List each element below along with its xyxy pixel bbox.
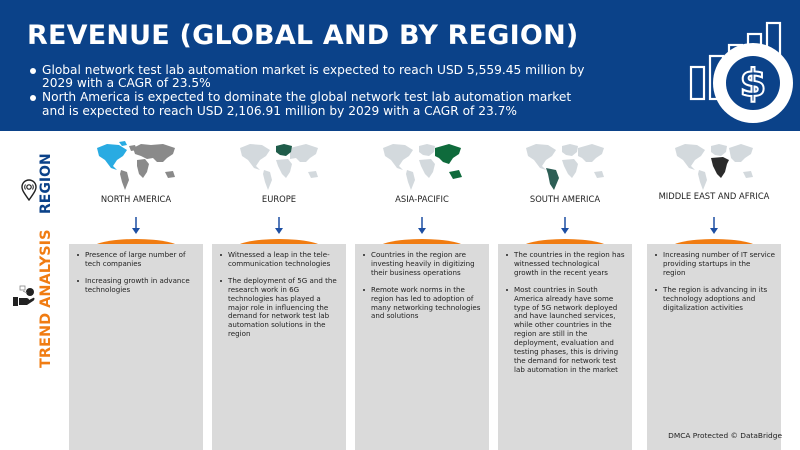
world-map-south-america-icon — [526, 144, 604, 190]
arrow-down-icon — [561, 217, 569, 234]
trend-item: Increasing growth in advance technologie… — [75, 276, 197, 295]
north-america-revenue-bullet: North America is expected to dominate th… — [30, 91, 590, 117]
arrow-down-icon — [132, 217, 140, 234]
trend-card: Countries in the region are investing he… — [355, 244, 489, 450]
trend-item: The region is advancing in its technolog… — [653, 285, 775, 313]
arrow-down-icon — [418, 217, 426, 234]
trend-item: The deployment of 5G and the research wo… — [218, 276, 340, 339]
trend-item: Presence of large number of tech compani… — [75, 250, 197, 269]
region-section-label: REGION — [38, 153, 54, 214]
page-title: REVENUE (GLOBAL AND BY REGION) — [27, 20, 579, 51]
trend-item: Increasing number of IT service providin… — [653, 250, 775, 278]
trend-item: Witnessed a leap in the tele-communicati… — [218, 250, 340, 269]
copyright-note: DMCA Protected © DataBridge — [668, 431, 782, 440]
trend-analysis-section-label: TREND ANALYSIS — [38, 229, 54, 368]
svg-text:$: $ — [740, 61, 766, 105]
region-name: EUROPE — [261, 194, 297, 204]
trend-item: Countries in the region are investing he… — [361, 250, 483, 278]
header-banner: REVENUE (GLOBAL AND BY REGION) Global ne… — [0, 0, 800, 131]
region-name: SOUTH AMERICA — [529, 194, 601, 204]
trend-card: Presence of large number of tech compani… — [69, 244, 203, 450]
region-name: ASIA-PACIFIC — [395, 194, 449, 204]
trend-card: Witnessed a leap in the tele-communicati… — [212, 244, 346, 450]
revenue-chart-dollar-icon: $ — [689, 21, 793, 123]
hand-coin-icon — [13, 285, 35, 306]
region-name: MIDDLE EAST AND AFRICA — [658, 191, 770, 201]
trend-item: Most countries in South America already … — [504, 285, 626, 375]
trend-item: The countries in the region has witnesse… — [504, 250, 626, 278]
world-map-north-america-icon — [97, 141, 175, 190]
world-map-asia-pacific-icon — [383, 144, 462, 190]
trend-item: Remote work norms in the region has led … — [361, 285, 483, 322]
world-map-middle-east-africa-icon — [675, 144, 753, 190]
trend-card: The countries in the region has witnesse… — [498, 244, 632, 450]
arrow-down-icon — [710, 217, 718, 234]
global-revenue-bullet: Global network test lab automation marke… — [30, 63, 590, 90]
header-bullets: Global network test lab automation marke… — [30, 63, 590, 119]
arrow-down-icon — [275, 217, 283, 234]
location-pin-icon — [21, 179, 37, 201]
trend-card: Increasing number of IT service providin… — [647, 244, 781, 450]
world-map-europe-icon — [240, 144, 318, 190]
region-name: NORTH AMERICA — [100, 194, 172, 204]
